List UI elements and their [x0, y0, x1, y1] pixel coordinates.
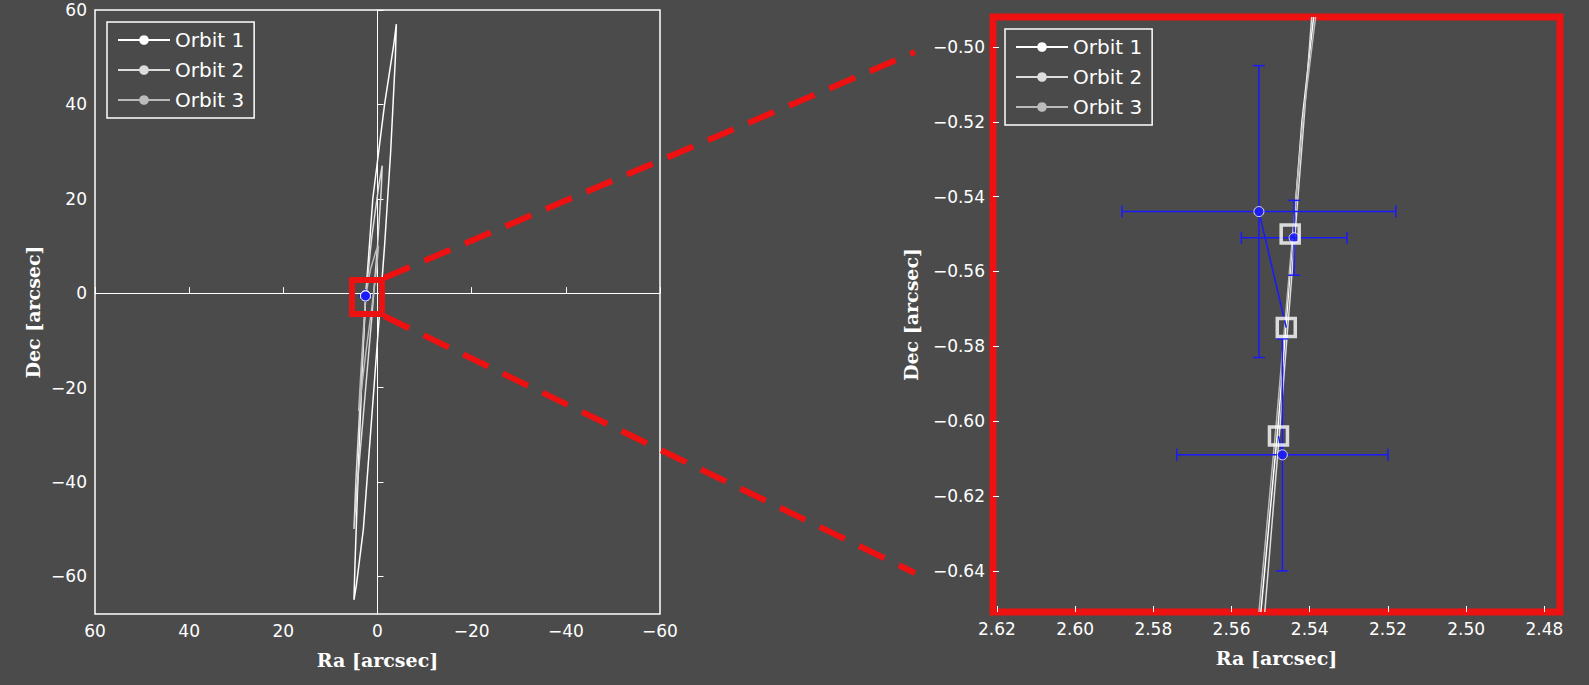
- svg-text:−0.52: −0.52: [933, 112, 985, 132]
- svg-text:2.48: 2.48: [1525, 619, 1563, 639]
- svg-text:−60: −60: [51, 566, 87, 586]
- svg-text:40: 40: [65, 94, 87, 114]
- svg-text:0: 0: [76, 283, 87, 303]
- svg-text:0: 0: [372, 621, 383, 641]
- svg-text:Dec [arcsec]: Dec [arcsec]: [22, 246, 44, 379]
- svg-text:−0.62: −0.62: [933, 486, 985, 506]
- svg-text:2.56: 2.56: [1213, 619, 1251, 639]
- svg-text:Orbit 2: Orbit 2: [1073, 65, 1142, 89]
- svg-text:−0.60: −0.60: [933, 411, 985, 431]
- svg-text:Orbit 1: Orbit 1: [175, 28, 244, 52]
- svg-text:−60: −60: [642, 621, 678, 641]
- svg-text:Orbit 3: Orbit 3: [1073, 95, 1142, 119]
- svg-text:−0.56: −0.56: [933, 261, 985, 281]
- svg-text:20: 20: [65, 189, 87, 209]
- svg-text:−0.64: −0.64: [933, 561, 985, 581]
- svg-text:2.60: 2.60: [1056, 619, 1094, 639]
- svg-text:−0.58: −0.58: [933, 336, 985, 356]
- svg-text:40: 40: [178, 621, 200, 641]
- svg-text:2.50: 2.50: [1447, 619, 1485, 639]
- svg-text:Orbit 2: Orbit 2: [175, 58, 244, 82]
- svg-text:Dec [arcsec]: Dec [arcsec]: [900, 248, 922, 381]
- svg-text:2.58: 2.58: [1134, 619, 1172, 639]
- svg-text:−0.54: −0.54: [933, 187, 985, 207]
- svg-text:60: 60: [84, 621, 106, 641]
- svg-text:−20: −20: [454, 621, 490, 641]
- svg-text:Orbit 1: Orbit 1: [1073, 35, 1142, 59]
- svg-text:2.62: 2.62: [978, 619, 1016, 639]
- svg-text:2.54: 2.54: [1291, 619, 1329, 639]
- svg-text:60: 60: [65, 0, 87, 20]
- svg-text:Ra [arcsec]: Ra [arcsec]: [317, 649, 438, 671]
- svg-text:−0.50: −0.50: [933, 37, 985, 57]
- svg-text:Orbit 3: Orbit 3: [175, 88, 244, 112]
- svg-text:−40: −40: [548, 621, 584, 641]
- svg-text:2.52: 2.52: [1369, 619, 1407, 639]
- svg-text:Ra [arcsec]: Ra [arcsec]: [1216, 647, 1337, 669]
- svg-text:−40: −40: [51, 472, 87, 492]
- svg-text:20: 20: [273, 621, 295, 641]
- svg-text:−20: −20: [51, 378, 87, 398]
